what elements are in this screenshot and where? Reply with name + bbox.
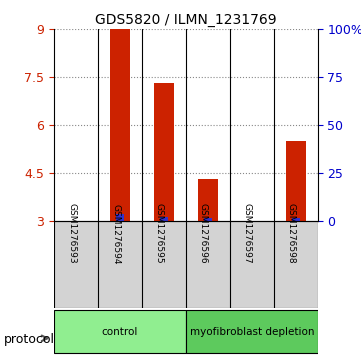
Bar	[286, 141, 306, 221]
FancyBboxPatch shape	[54, 310, 186, 353]
Bar	[198, 179, 218, 221]
Bar	[110, 29, 130, 221]
Bar	[204, 217, 212, 221]
Text: GSM1276596: GSM1276596	[199, 203, 208, 264]
Text: myofibroblast depletion: myofibroblast depletion	[190, 327, 314, 337]
Text: GSM1276593: GSM1276593	[67, 203, 76, 264]
FancyBboxPatch shape	[186, 310, 318, 353]
Text: GSM1276594: GSM1276594	[111, 204, 120, 264]
Text: control: control	[102, 327, 138, 337]
Title: GDS5820 / ILMN_1231769: GDS5820 / ILMN_1231769	[95, 13, 277, 26]
Text: GSM1276595: GSM1276595	[155, 203, 164, 264]
Text: GSM1276597: GSM1276597	[243, 203, 252, 264]
Text: protocol: protocol	[4, 333, 55, 346]
Bar	[160, 217, 168, 221]
Bar	[292, 217, 300, 221]
Bar	[116, 214, 124, 221]
Text: GSM1276598: GSM1276598	[287, 203, 296, 264]
Bar	[154, 83, 174, 221]
